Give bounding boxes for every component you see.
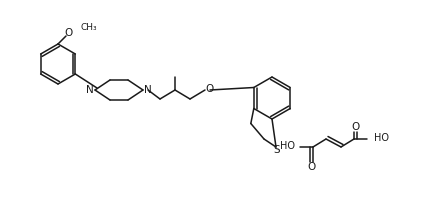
Text: O: O xyxy=(64,28,72,38)
Text: O: O xyxy=(308,162,316,172)
Text: O: O xyxy=(351,122,359,132)
Text: N: N xyxy=(144,85,152,95)
Text: HO: HO xyxy=(280,141,295,151)
Text: CH₃: CH₃ xyxy=(80,24,97,32)
Text: O: O xyxy=(205,84,213,94)
Text: N: N xyxy=(86,85,94,95)
Text: S: S xyxy=(274,145,280,155)
Text: HO: HO xyxy=(374,133,389,143)
